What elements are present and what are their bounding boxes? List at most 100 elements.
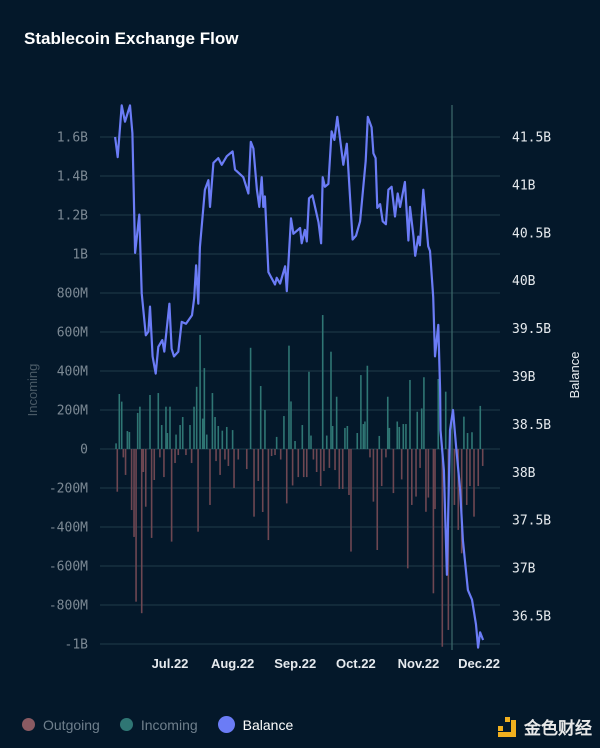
legend-label: Balance bbox=[242, 716, 294, 733]
outgoing-bar bbox=[380, 449, 383, 487]
axis-ticks: 1.6B 1.4B 1.2B 1B 800M 600M 400M 200M 0 -200M -400… bbox=[49, 131, 551, 672]
incoming-bar bbox=[344, 427, 346, 449]
incoming-bar bbox=[166, 433, 169, 449]
incoming-bar bbox=[360, 375, 362, 449]
balance-line bbox=[114, 104, 485, 649]
legend-item-incoming[interactable]: Incoming bbox=[119, 717, 198, 733]
incoming-bar bbox=[195, 386, 198, 449]
outgoing-bar bbox=[305, 449, 308, 478]
legend-label: Outgoing bbox=[43, 716, 100, 733]
incoming-bar bbox=[331, 425, 334, 449]
legend-item-balance[interactable]: Balance bbox=[217, 716, 294, 733]
outgoing-bar bbox=[245, 449, 248, 470]
outgoing-bar bbox=[130, 449, 133, 511]
chart-title: Stablecoin Exchange Flow bbox=[24, 29, 239, 48]
watermark-logo: 金色财经 bbox=[498, 714, 592, 739]
incoming-bar bbox=[420, 408, 423, 449]
incoming-bar bbox=[321, 315, 324, 449]
incoming-bar bbox=[211, 393, 214, 449]
x-tick-label: Nov.22 bbox=[398, 656, 440, 671]
incoming-bar bbox=[128, 432, 131, 449]
outgoing-bar bbox=[372, 449, 375, 502]
incoming-bar bbox=[466, 433, 469, 449]
incoming-bar bbox=[181, 417, 184, 449]
incoming-bar bbox=[231, 430, 234, 449]
outgoing-bar bbox=[453, 449, 456, 505]
watermark-text: 金色财经 bbox=[524, 719, 592, 738]
incoming-bar bbox=[330, 351, 332, 449]
x-tick-label: Sep.22 bbox=[274, 656, 316, 671]
right-tick-label: 40.5B bbox=[512, 226, 551, 241]
outgoing-bar bbox=[174, 449, 176, 464]
left-tick-label: -400M bbox=[49, 521, 88, 536]
right-tick-label: 38.5B bbox=[512, 418, 551, 433]
outgoing-bar bbox=[279, 449, 282, 460]
outgoing-bar bbox=[159, 449, 161, 458]
outgoing-bar bbox=[415, 449, 417, 497]
right-tick-label: 36.5B bbox=[512, 610, 551, 625]
incoming-bar bbox=[157, 393, 160, 449]
outgoing-bar bbox=[315, 449, 318, 473]
left-tick-label: 1.4B bbox=[57, 170, 88, 185]
outgoing-bar bbox=[150, 449, 153, 538]
outgoing-bar bbox=[406, 449, 409, 569]
outgoing-bar bbox=[392, 449, 395, 494]
incoming-bar bbox=[115, 443, 117, 449]
incoming-bar bbox=[479, 405, 482, 449]
incoming-bar bbox=[325, 435, 328, 449]
incoming-bar bbox=[160, 425, 163, 449]
right-tick-label: 39.5B bbox=[512, 322, 551, 337]
incoming-bar bbox=[120, 401, 123, 449]
incoming-bar bbox=[437, 378, 440, 449]
outgoing-bar bbox=[376, 449, 379, 551]
incoming-bar bbox=[423, 377, 425, 449]
incoming-bar bbox=[364, 421, 366, 449]
right-tick-label: 37.5B bbox=[512, 514, 551, 529]
incoming-bar bbox=[165, 406, 167, 449]
outgoing-bar bbox=[334, 449, 336, 471]
outgoing-bar bbox=[257, 449, 260, 481]
outgoing-bar bbox=[473, 449, 475, 517]
incoming-bar bbox=[126, 431, 129, 449]
outgoing-bar bbox=[350, 449, 352, 552]
incoming-bar bbox=[290, 401, 292, 449]
incoming-bar bbox=[189, 425, 191, 449]
incoming-bar bbox=[346, 425, 349, 449]
right-tick-label: 39B bbox=[512, 370, 536, 385]
incoming-bar bbox=[463, 416, 465, 449]
incoming-bar bbox=[378, 435, 381, 449]
outgoing-bar bbox=[233, 449, 235, 488]
outgoing-bar bbox=[328, 449, 331, 468]
left-tick-label: 800M bbox=[57, 287, 88, 302]
incoming-bar bbox=[388, 427, 391, 449]
outgoing-bar bbox=[116, 449, 119, 492]
left-tick-label: 600M bbox=[57, 326, 88, 341]
balance-line-group bbox=[114, 104, 485, 649]
outgoing-bar bbox=[219, 449, 221, 475]
outgoing-bar bbox=[274, 449, 276, 456]
incoming-bar bbox=[356, 433, 359, 449]
outgoing-bar bbox=[319, 449, 322, 487]
left-tick-label: 400M bbox=[57, 365, 88, 380]
incoming-bar bbox=[205, 434, 208, 449]
left-tick-label: 1.6B bbox=[57, 131, 88, 146]
right-axis-title: Balance bbox=[567, 352, 582, 399]
legend: Outgoing Incoming Balance bbox=[22, 716, 313, 733]
outgoing-bar bbox=[237, 449, 240, 460]
incoming-bar bbox=[217, 425, 220, 449]
incoming-bar bbox=[362, 424, 365, 449]
incoming-bar bbox=[201, 418, 204, 449]
right-tick-label: 37B bbox=[512, 562, 536, 577]
incoming-bar bbox=[405, 424, 407, 449]
left-tick-label: -1B bbox=[65, 638, 89, 653]
outgoing-bar bbox=[170, 449, 173, 542]
incoming-bar bbox=[169, 406, 171, 449]
outgoing-bar bbox=[297, 449, 300, 478]
outgoing-bar bbox=[291, 449, 294, 486]
legend-item-outgoing[interactable]: Outgoing bbox=[22, 717, 100, 733]
outgoing-bar bbox=[434, 449, 436, 510]
incoming-bar bbox=[471, 432, 473, 449]
incoming-bar bbox=[310, 435, 312, 449]
left-tick-label: 200M bbox=[57, 404, 88, 419]
outgoing-bar bbox=[177, 449, 180, 456]
